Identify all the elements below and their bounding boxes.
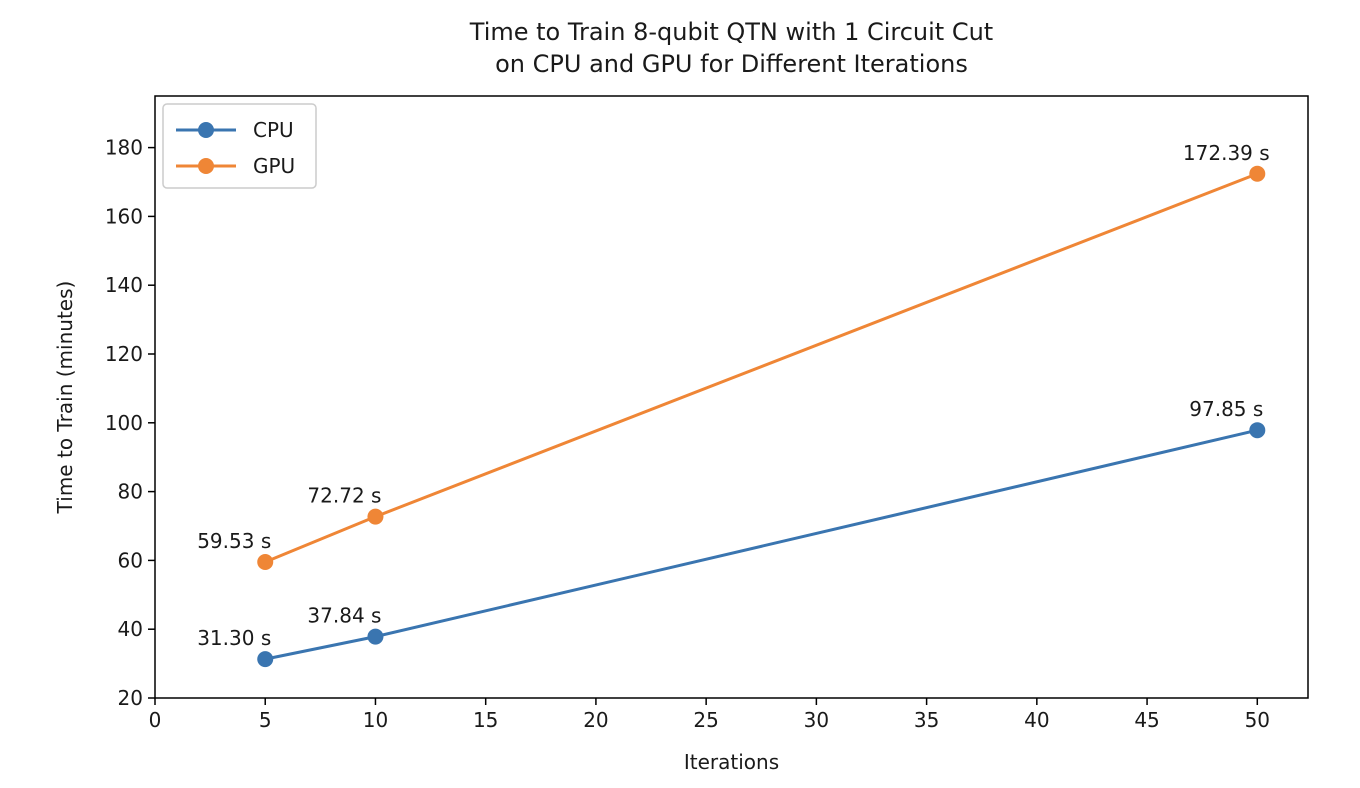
x-tick-label: 20 — [583, 708, 608, 732]
x-tick-label: 0 — [149, 708, 162, 732]
y-tick-label: 20 — [118, 686, 143, 710]
series-line-gpu — [264, 172, 1258, 564]
x-tick-label: 5 — [259, 708, 272, 732]
data-label: 172.39 s — [1183, 141, 1270, 165]
x-tick-label: 50 — [1245, 708, 1270, 732]
chart-axes: 0 5 10 15 20 25 30 35 40 45 50 20 40 60 80 100 120 140 160… — [53, 95, 1309, 774]
x-tick-label: 15 — [473, 708, 498, 732]
legend-marker-gpu — [198, 158, 214, 174]
x-axis-label: Iterations — [684, 750, 779, 774]
chart-title-text: Time to Train 8-qubit QTN with 1 Circuit… — [469, 18, 993, 78]
x-tick-label: 45 — [1134, 708, 1159, 732]
data-point-cpu — [257, 651, 274, 668]
x-tick-label: 35 — [914, 708, 939, 732]
data-label: 72.72 s — [307, 484, 381, 508]
series-line-cpu — [264, 428, 1258, 661]
x-tick-label: 10 — [363, 708, 388, 732]
legend-label-gpu: GPU — [253, 154, 295, 178]
y-tick-label: 80 — [118, 480, 143, 504]
data-point-gpu — [367, 508, 384, 525]
y-tick-label: 140 — [105, 273, 143, 297]
y-tick-label: 100 — [105, 411, 143, 435]
chart-title-line: on CPU and GPU for Different Iterations — [495, 50, 968, 78]
chart-title: Time to Train 8-qubit QTN with 1 Circuit… — [469, 18, 993, 78]
y-tick-label: 120 — [105, 342, 143, 366]
x-tick-label: 25 — [693, 708, 718, 732]
data-point-cpu — [367, 628, 384, 645]
chart-marks: 31.30 s 37.84 s 97.85 s 59.53 s 72.72 s 172.3… — [197, 141, 1270, 668]
y-tick-label: 180 — [105, 136, 143, 160]
y-tick-label: 160 — [105, 204, 143, 228]
legend-label-cpu: CPU — [253, 118, 294, 142]
data-point-cpu — [1249, 422, 1266, 439]
y-tick-label: 40 — [118, 617, 143, 641]
data-label: 97.85 s — [1189, 397, 1263, 421]
chart-title-line: Time to Train 8-qubit QTN with 1 Circuit… — [469, 18, 993, 46]
plot-frame — [154, 95, 1309, 699]
chart-legend: CPU GPU — [162, 103, 317, 189]
y-tick-label: 60 — [118, 548, 143, 572]
x-tick-label: 30 — [804, 708, 829, 732]
y-axis-label: Time to Train (minutes) — [53, 281, 77, 515]
x-tick-label: 40 — [1024, 708, 1049, 732]
data-point-gpu — [257, 554, 274, 571]
data-label: 59.53 s — [197, 529, 271, 553]
data-label: 31.30 s — [197, 626, 271, 650]
data-point-gpu — [1249, 165, 1266, 182]
data-label: 37.84 s — [307, 604, 381, 628]
legend-marker-cpu — [198, 122, 214, 138]
